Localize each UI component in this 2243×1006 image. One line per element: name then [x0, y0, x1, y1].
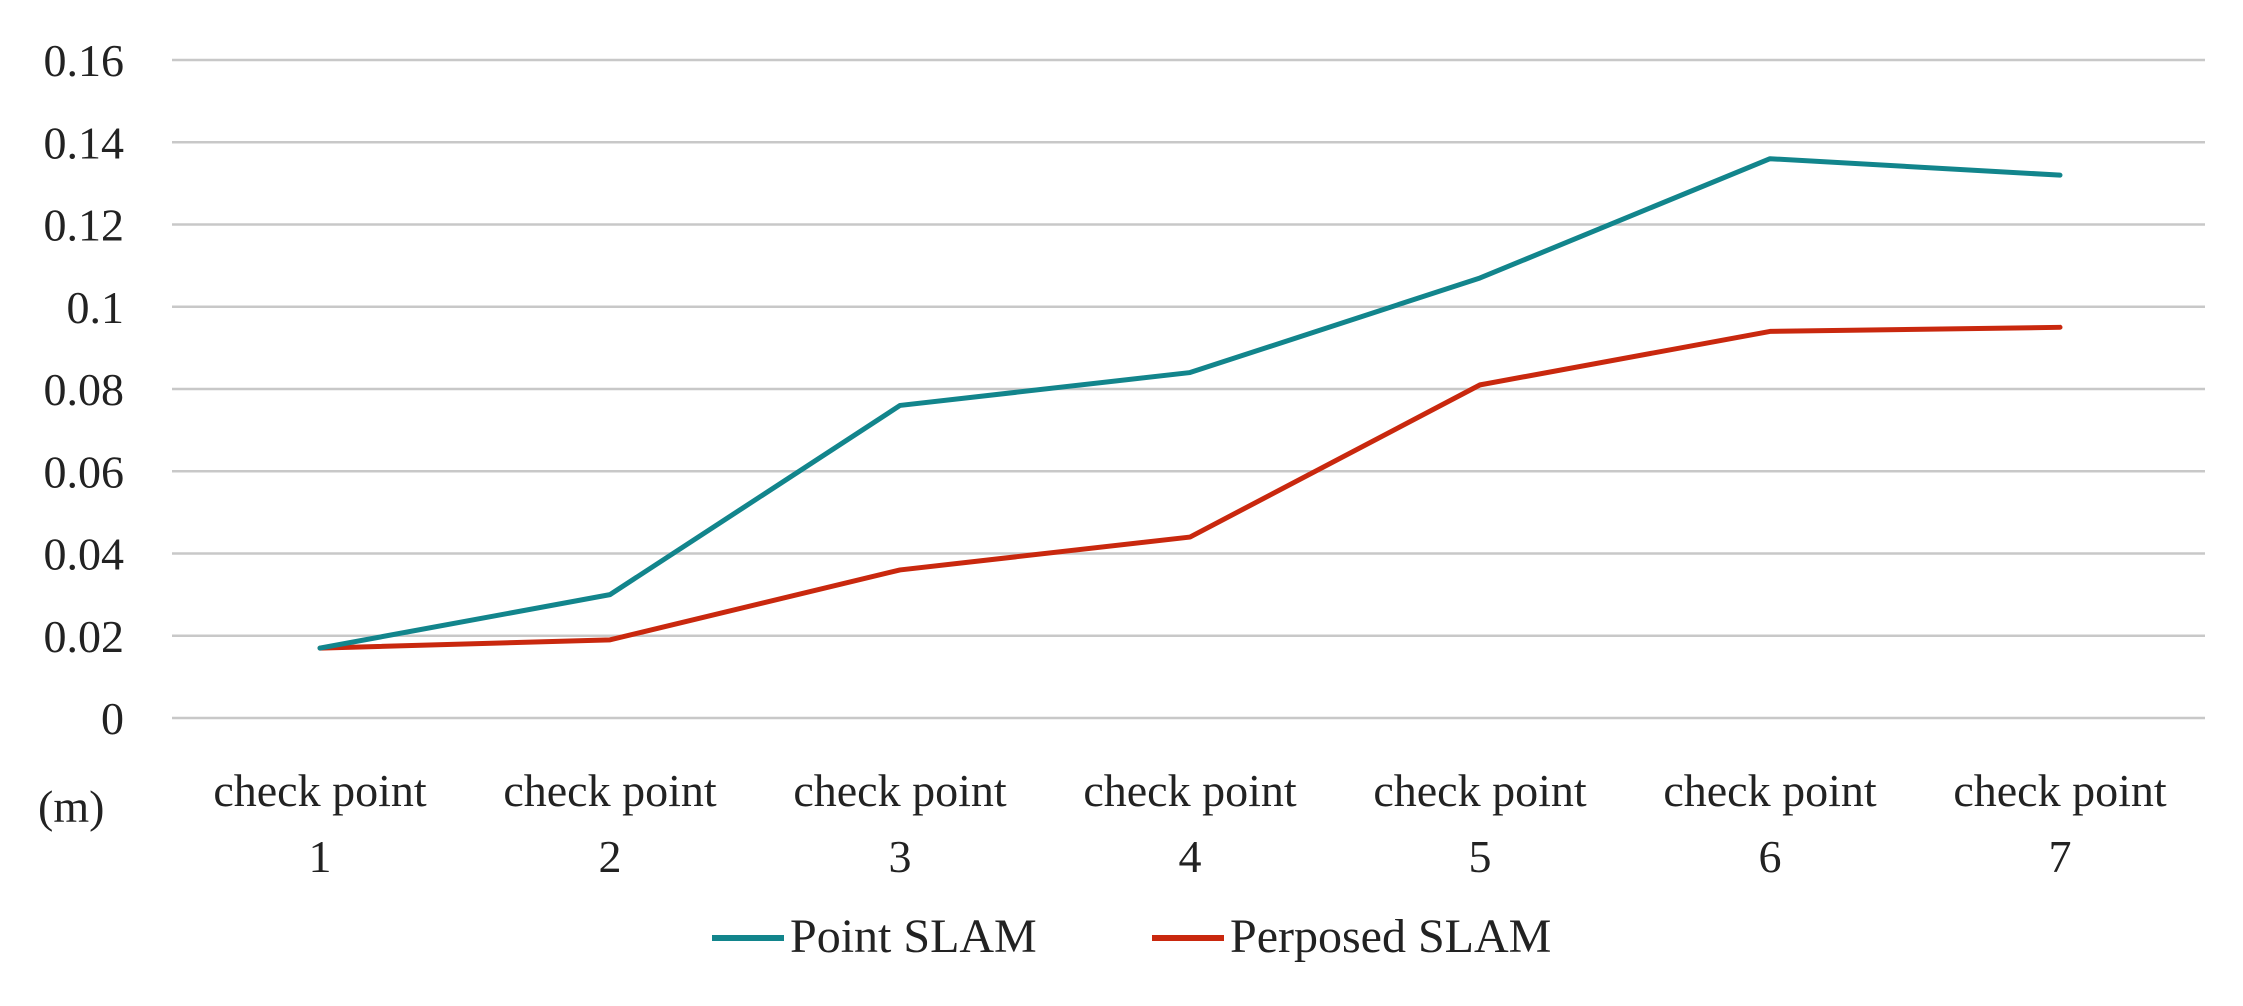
x-tick-label-line: check point — [213, 765, 427, 816]
x-tick-label-line: 6 — [1759, 831, 1782, 882]
x-tick-label: check point 3 — [793, 765, 1007, 882]
x-tick-label-line: 3 — [889, 831, 912, 882]
gridlines — [172, 58, 2205, 720]
legend-label: Perposed SLAM — [1230, 910, 1551, 963]
y-tick-label: 0.1 — [67, 282, 125, 333]
y-tick-label: 0.16 — [44, 35, 125, 86]
x-tick-label-line: 1 — [309, 831, 332, 882]
series-line-perposed-slam — [317, 324, 2063, 651]
y-tick-label: 0.12 — [44, 200, 125, 251]
legend-label: Point SLAM — [790, 910, 1037, 963]
x-tick-label-line: check point — [1953, 765, 2167, 816]
legend: Point SLAM Perposed SLAM — [712, 910, 1551, 963]
x-tick-label: check point 7 — [1953, 765, 2167, 882]
series-line-point-slam — [317, 156, 2063, 651]
y-tick-label: 0 — [101, 693, 124, 744]
y-tick-label: 0.06 — [44, 446, 125, 497]
x-tick-label-line: check point — [503, 765, 717, 816]
x-tick-label-line: 2 — [599, 831, 622, 882]
x-tick-label: check point 5 — [1373, 765, 1587, 882]
y-tick-label: 0.08 — [44, 364, 125, 415]
x-tick-label-line: 5 — [1469, 831, 1492, 882]
x-tick-label: check point 1 — [213, 765, 427, 882]
x-tick-label-line: 4 — [1179, 831, 1202, 882]
series-lines — [317, 156, 2063, 651]
x-tick-label: check point 6 — [1663, 765, 1877, 882]
y-tick-label: 0.14 — [44, 117, 125, 168]
x-tick-label-line: check point — [1083, 765, 1297, 816]
x-tick-label-line: check point — [793, 765, 1007, 816]
x-tick-label: check point 2 — [503, 765, 717, 882]
y-axis-unit-label: (m) — [38, 781, 104, 832]
y-tick-label: 0.02 — [44, 611, 125, 662]
x-tick-label-line: 7 — [2049, 831, 2072, 882]
x-tick-label: check point 4 — [1083, 765, 1297, 882]
y-tick-label: 0.04 — [44, 529, 125, 580]
x-tick-label-line: check point — [1663, 765, 1877, 816]
x-tick-label-line: check point — [1373, 765, 1587, 816]
y-axis-tick-labels: 0 0.02 0.04 0.06 0.08 0.1 0.12 0.14 0.16 — [44, 35, 125, 744]
